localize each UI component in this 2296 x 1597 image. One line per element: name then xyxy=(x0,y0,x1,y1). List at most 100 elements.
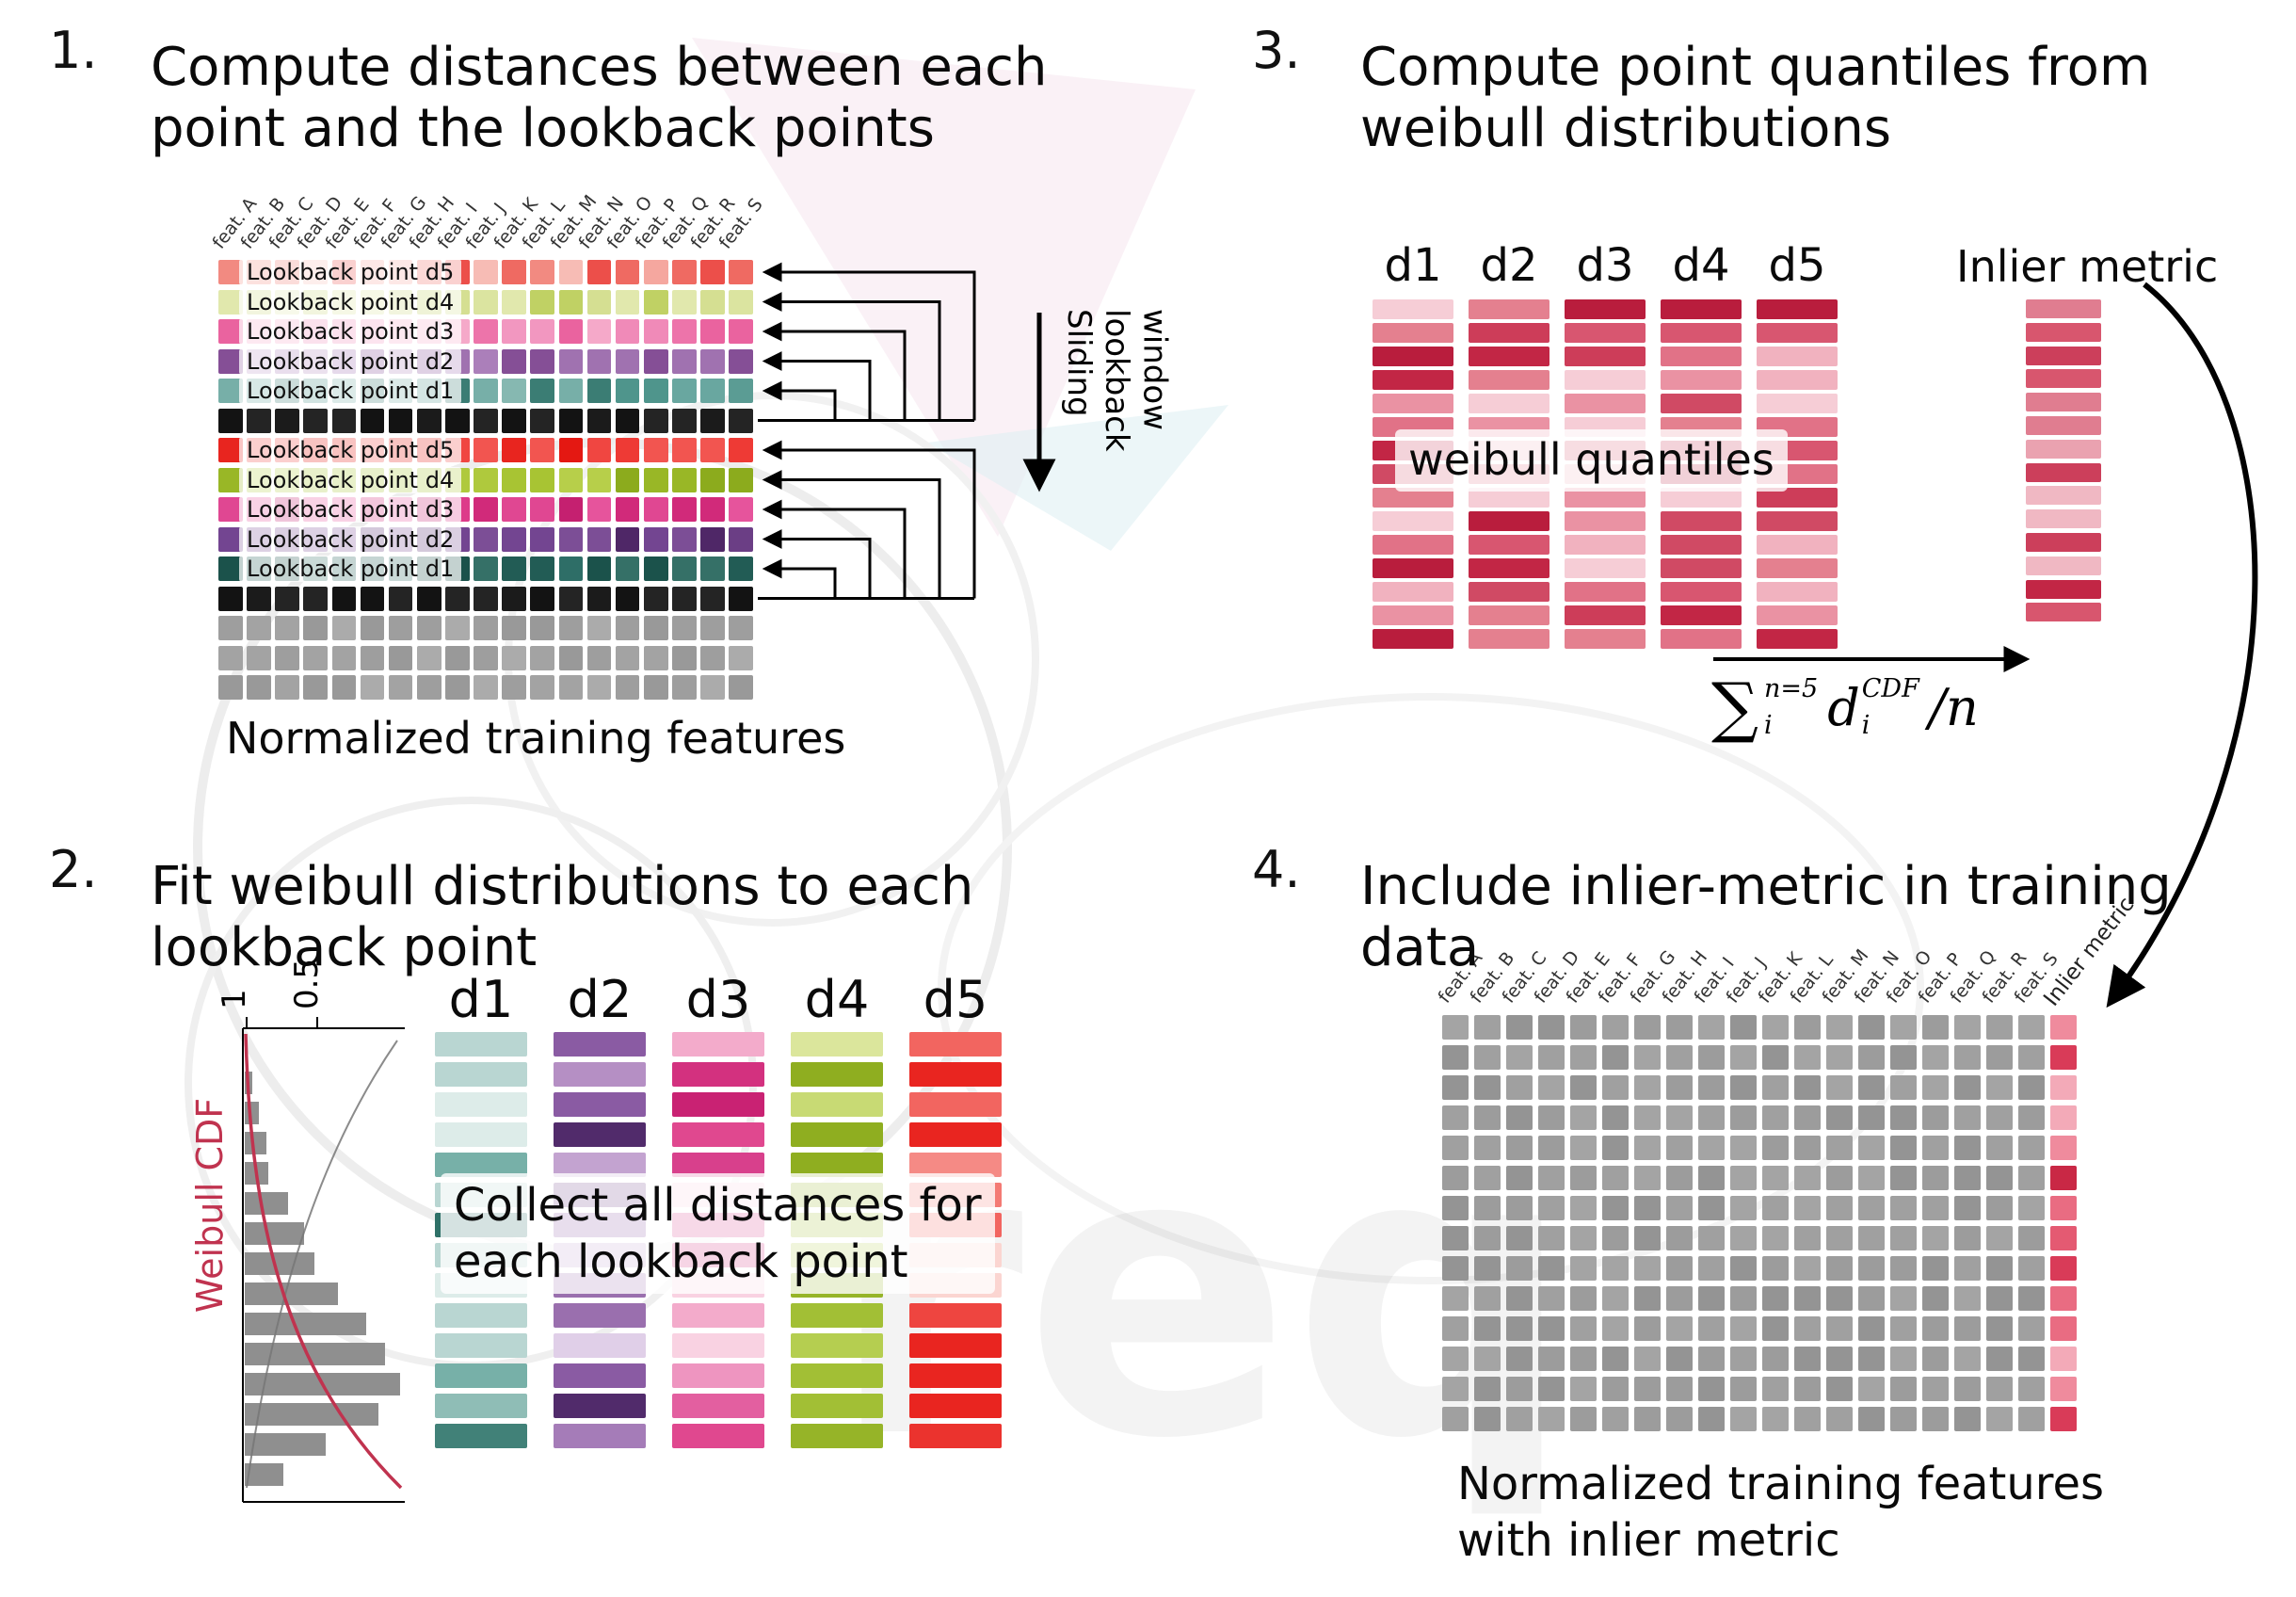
distance-bar xyxy=(1373,347,1453,366)
distance-term: d xyxy=(1827,677,1860,737)
feature-cell xyxy=(672,526,697,552)
distance-bar xyxy=(1373,511,1453,531)
distance-bar xyxy=(1373,535,1453,555)
distance-bar xyxy=(2026,415,2101,435)
feature-cell xyxy=(502,467,526,492)
feature-cell xyxy=(615,408,640,433)
feature-cell xyxy=(530,675,554,700)
feature-cell xyxy=(1858,1226,1885,1250)
feature-cell xyxy=(1922,1347,1949,1371)
inlier-metric-cell xyxy=(2050,1045,2077,1070)
feature-cell xyxy=(1506,1045,1533,1070)
feature-cell xyxy=(1506,1075,1533,1100)
distance-bar xyxy=(1469,558,1549,578)
distance-bar xyxy=(1373,394,1453,413)
feature-row: Lookback point d5 xyxy=(218,437,753,463)
feature-cell xyxy=(275,408,299,433)
feature-cell xyxy=(502,526,526,552)
feature-cell xyxy=(1570,1286,1597,1311)
feature-cell xyxy=(2018,1347,2045,1371)
feature-cell xyxy=(1986,1196,2013,1220)
feature-cell xyxy=(643,645,668,670)
distance-bar xyxy=(909,1333,1002,1358)
feature-cell xyxy=(502,260,526,284)
feature-cell xyxy=(474,645,498,670)
feature-cell xyxy=(331,645,357,670)
feature-cell xyxy=(1474,1075,1501,1100)
distance-bar xyxy=(435,1424,527,1448)
feature-cell xyxy=(586,497,612,522)
distance-bar xyxy=(2026,603,2101,622)
feature-cell xyxy=(1666,1377,1693,1401)
feature-cell xyxy=(474,526,498,552)
feature-cell xyxy=(1634,1105,1661,1130)
feature-cell xyxy=(643,467,668,492)
distance-bar xyxy=(672,1333,764,1358)
feature-cell xyxy=(1506,1407,1533,1431)
feature-cell xyxy=(558,260,584,284)
step-1-title: Compute distances between each point and… xyxy=(151,37,1048,159)
feature-cell xyxy=(502,379,526,403)
column-header-d4: d4 xyxy=(804,970,870,1029)
feature-cell xyxy=(672,438,697,462)
feature-cell xyxy=(643,526,668,552)
feature-cell xyxy=(586,379,612,403)
feature-cell xyxy=(360,408,385,433)
distance-bar xyxy=(1661,535,1742,555)
distance-bar xyxy=(1373,488,1453,508)
feature-cell xyxy=(672,497,697,522)
feature-cell xyxy=(672,645,697,670)
feature-cell xyxy=(1506,1136,1533,1160)
feature-cell xyxy=(1666,1286,1693,1311)
feature-cell xyxy=(1858,1075,1885,1100)
column-header-d5: d5 xyxy=(923,970,988,1029)
distance-bar xyxy=(1565,535,1646,555)
feature-cell xyxy=(218,348,243,374)
feature-cell xyxy=(1986,1136,2013,1160)
feature-cell xyxy=(275,675,299,700)
feature-cell xyxy=(530,379,554,403)
weibull-quantiles-note: weibull quantiles xyxy=(1395,429,1788,492)
feature-cell xyxy=(530,260,554,284)
feature-cell xyxy=(1922,1226,1949,1250)
distance-bar xyxy=(1661,605,1742,625)
feature-cell xyxy=(1858,1045,1885,1070)
feature-cell xyxy=(502,348,526,374)
feature-cell xyxy=(615,467,640,492)
feature-cell xyxy=(1570,1347,1597,1371)
feature-cell xyxy=(1666,1226,1693,1250)
feature-cell xyxy=(700,319,725,344)
feature-cell xyxy=(331,675,357,700)
feature-cell xyxy=(558,289,584,315)
feature-cell xyxy=(1538,1075,1565,1100)
feature-cell xyxy=(502,289,526,315)
feature-cell xyxy=(445,616,470,640)
feature-cell xyxy=(1474,1045,1501,1070)
feature-cell xyxy=(1794,1015,1821,1040)
feature-cell xyxy=(1794,1075,1821,1100)
feature-cell xyxy=(1762,1347,1789,1371)
feature-cell xyxy=(558,348,584,374)
distance-bar xyxy=(2026,509,2101,529)
inlier-metric-cell xyxy=(2050,1166,2077,1190)
distance-bar xyxy=(2026,439,2101,459)
feature-cell xyxy=(2018,1407,2045,1431)
histogram-bar xyxy=(245,1313,366,1335)
feature-cell xyxy=(388,645,413,670)
feature-cell xyxy=(1570,1015,1597,1040)
feature-cell xyxy=(1442,1015,1469,1040)
distance-bar xyxy=(435,1032,527,1057)
feature-cell xyxy=(672,586,697,611)
feature-row xyxy=(1442,1105,2077,1130)
feature-cell xyxy=(586,438,612,462)
feature-cell xyxy=(388,675,413,700)
distance-bar xyxy=(1661,629,1742,649)
feature-cell xyxy=(2018,1075,2045,1100)
feature-cell xyxy=(1474,1407,1501,1431)
feature-cell xyxy=(445,645,470,670)
feature-cell xyxy=(1474,1316,1501,1341)
distance-bar xyxy=(1661,582,1742,602)
feature-cell xyxy=(1506,1105,1533,1130)
distance-bar xyxy=(554,1303,646,1328)
feature-cell xyxy=(1634,1075,1661,1100)
